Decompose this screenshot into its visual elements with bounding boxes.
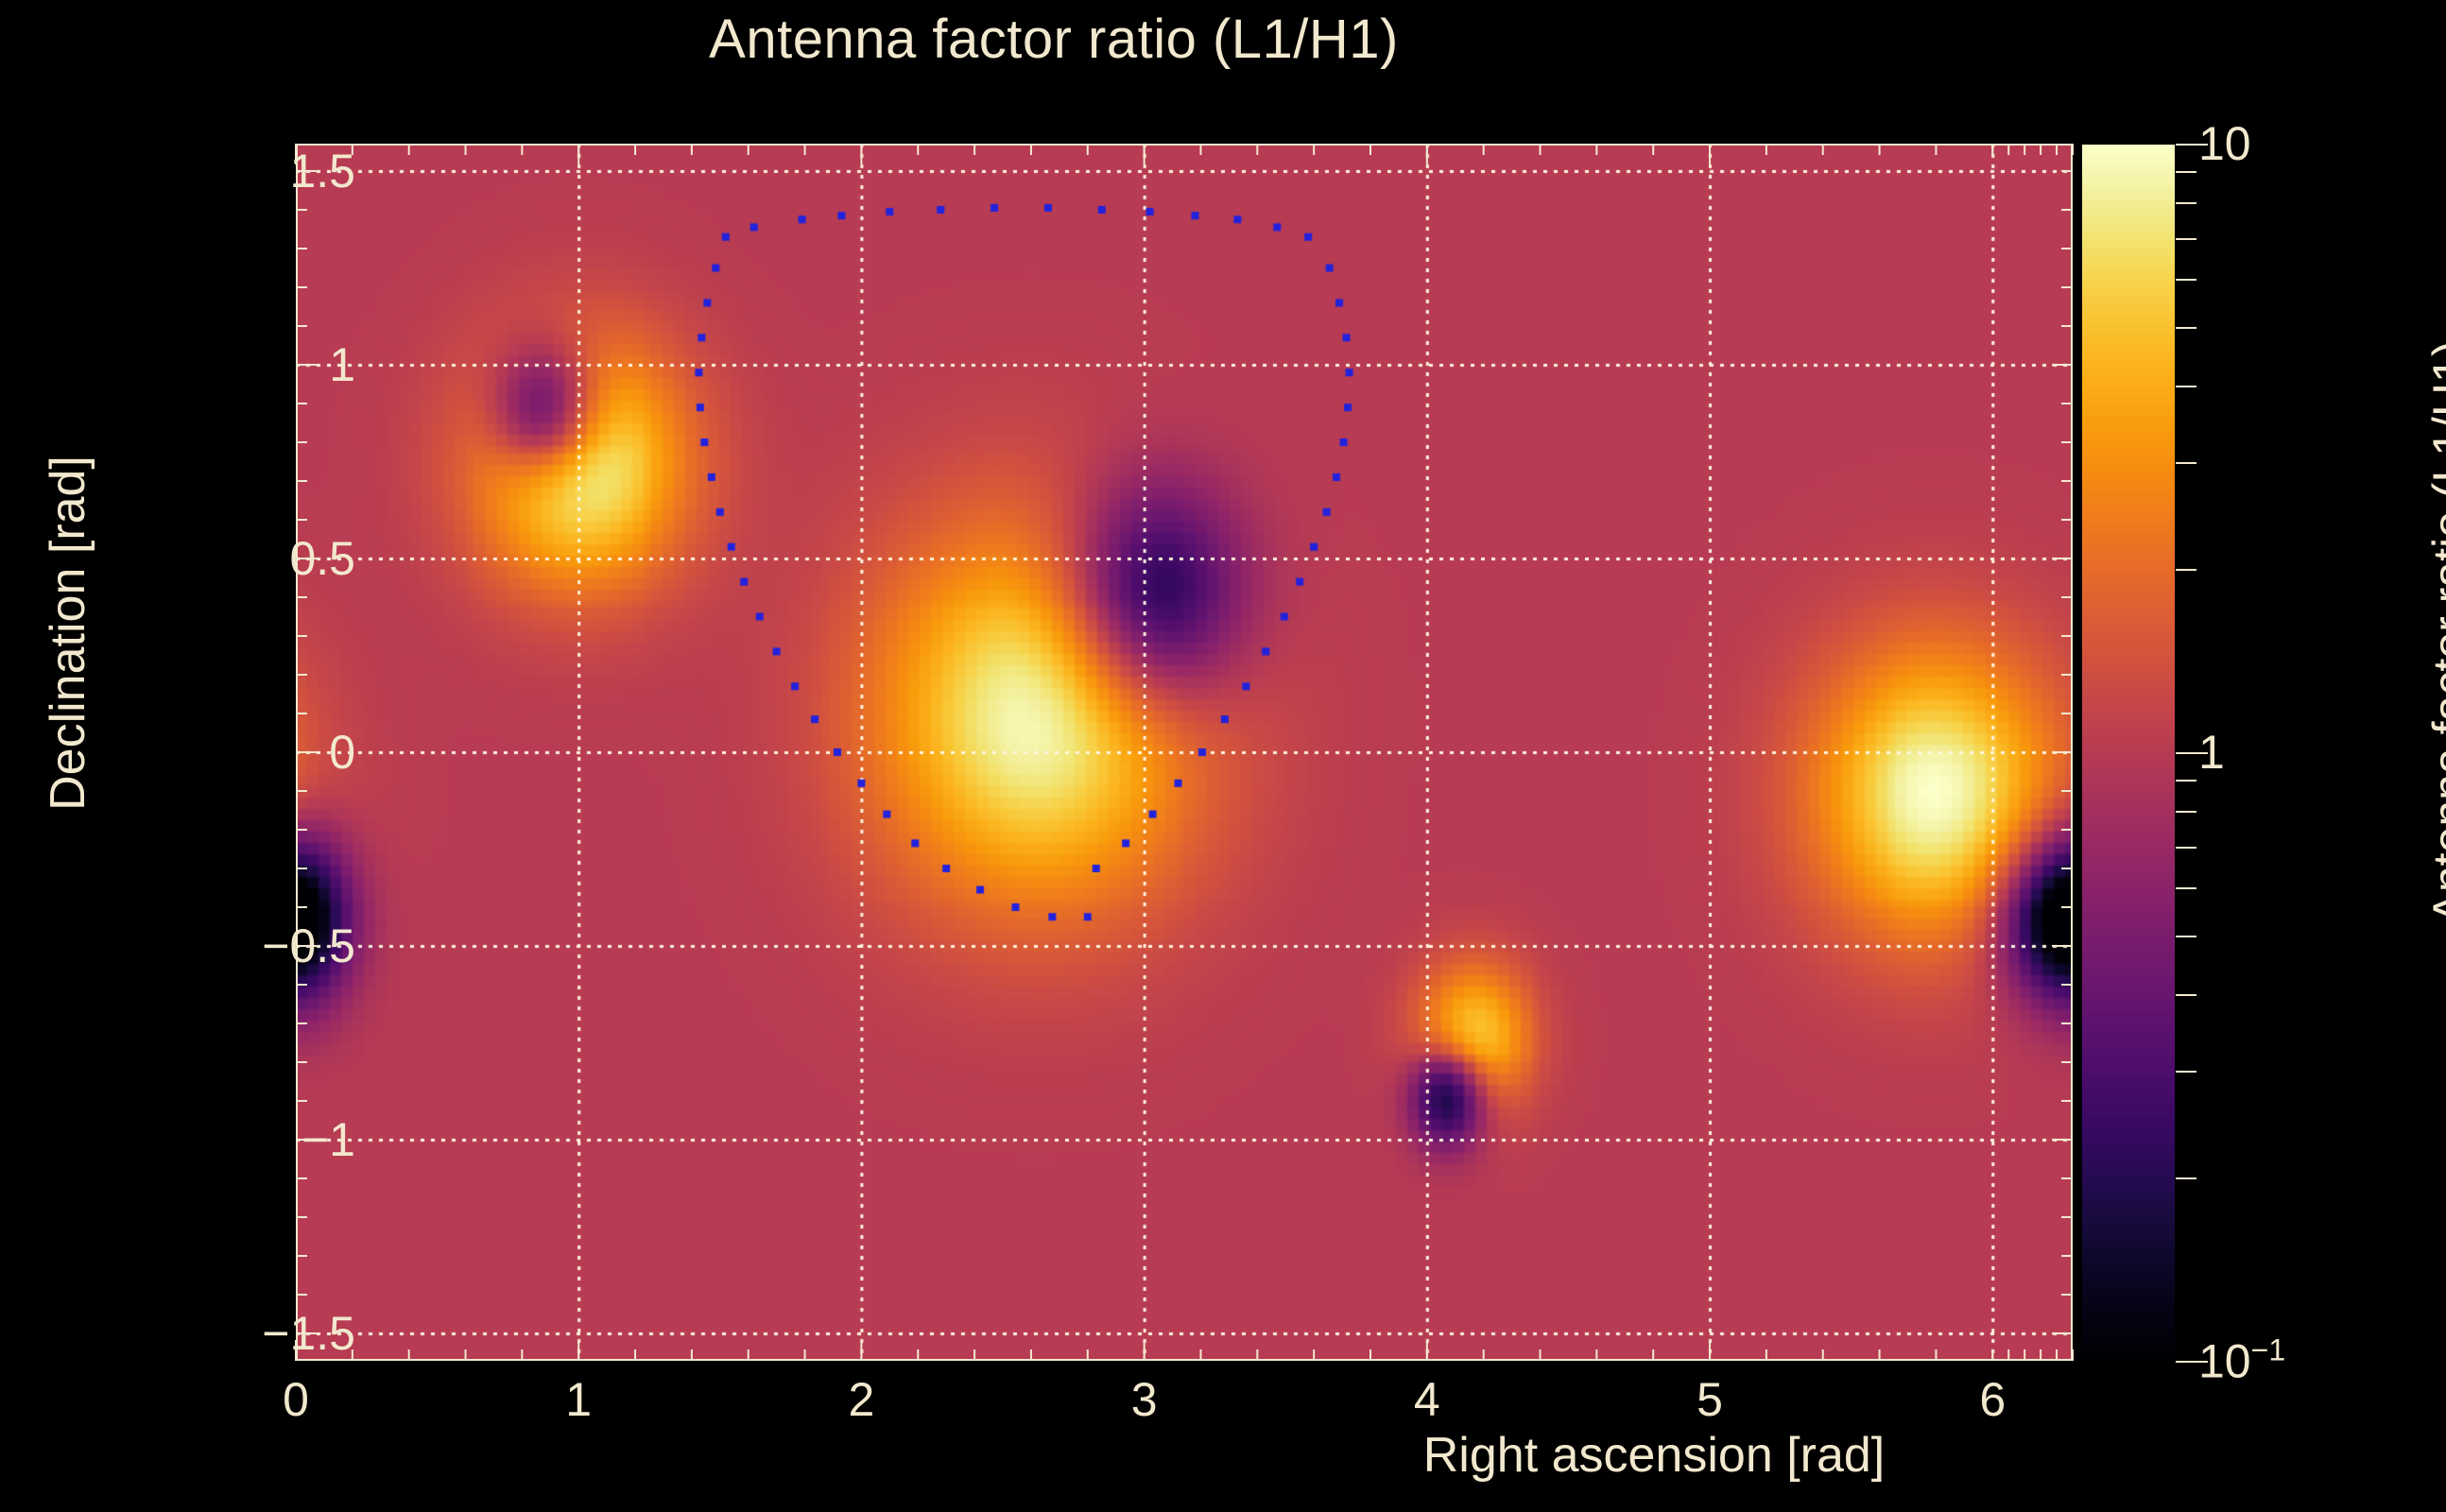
colorbar-minor-tick <box>2176 846 2196 849</box>
x-tick-label: 3 <box>1130 1373 1158 1426</box>
x-tick-label: 2 <box>848 1373 875 1426</box>
colorbar-minor-tick <box>2176 1361 2208 1363</box>
colorbar-minor-tick <box>2176 811 2196 814</box>
colorbar-minor-tick <box>2176 569 2196 572</box>
colorbar-minor-tick <box>2176 144 2208 146</box>
colorbar-tick-label: 10−1 <box>2198 1332 2286 1388</box>
x-tick-label: 0 <box>283 1373 309 1426</box>
colorbar-title: Antenna factor ratio (L1/H1) <box>2423 340 2446 924</box>
plot-frame-border <box>296 144 2073 1361</box>
y-tick-label: −1.5 <box>262 1306 355 1360</box>
colorbar-minor-tick <box>2176 278 2196 281</box>
y-tick-label: −1 <box>301 1112 355 1166</box>
colorbar-minor-tick <box>2176 886 2196 889</box>
colorbar-minor-tick <box>2176 461 2196 464</box>
page-title: Antenna factor ratio (L1/H1) <box>709 9 1399 70</box>
colorbar-gradient <box>2081 144 2176 1361</box>
y-axis-label: Declination [rad] <box>41 455 95 811</box>
y-tick-label: 0.5 <box>289 532 355 585</box>
grid-and-contour-overlay <box>296 144 2073 1361</box>
x-axis-label: Right ascension [rad] <box>1422 1428 1886 1483</box>
colorbar-minor-tick <box>2176 171 2196 174</box>
colorbar-minor-tick <box>2176 994 2196 997</box>
colorbar-minor-tick <box>2176 386 2196 388</box>
colorbar <box>2081 144 2176 1361</box>
y-tick-label: 1.5 <box>289 145 355 198</box>
colorbar-minor-tick <box>2176 935 2196 937</box>
colorbar-minor-tick <box>2176 237 2196 240</box>
y-tick-label: 1 <box>329 338 355 392</box>
colorbar-minor-tick <box>2176 1177 2196 1180</box>
colorbar-minor-tick <box>2176 780 2196 782</box>
colorbar-minor-tick <box>2176 752 2208 754</box>
colorbar-minor-tick <box>2176 1070 2196 1073</box>
plot-area <box>296 144 2073 1361</box>
x-tick-label: 1 <box>565 1373 593 1426</box>
y-tick-label: −0.5 <box>262 919 355 972</box>
x-tick-label: 6 <box>1979 1373 2007 1426</box>
colorbar-minor-tick <box>2176 202 2196 205</box>
y-tick-label: 0 <box>329 726 355 779</box>
colorbar-border <box>2081 144 2176 1361</box>
colorbar-minor-tick <box>2176 326 2196 329</box>
x-tick-label: 5 <box>1697 1373 1723 1426</box>
x-tick-label: 4 <box>1413 1373 1440 1426</box>
